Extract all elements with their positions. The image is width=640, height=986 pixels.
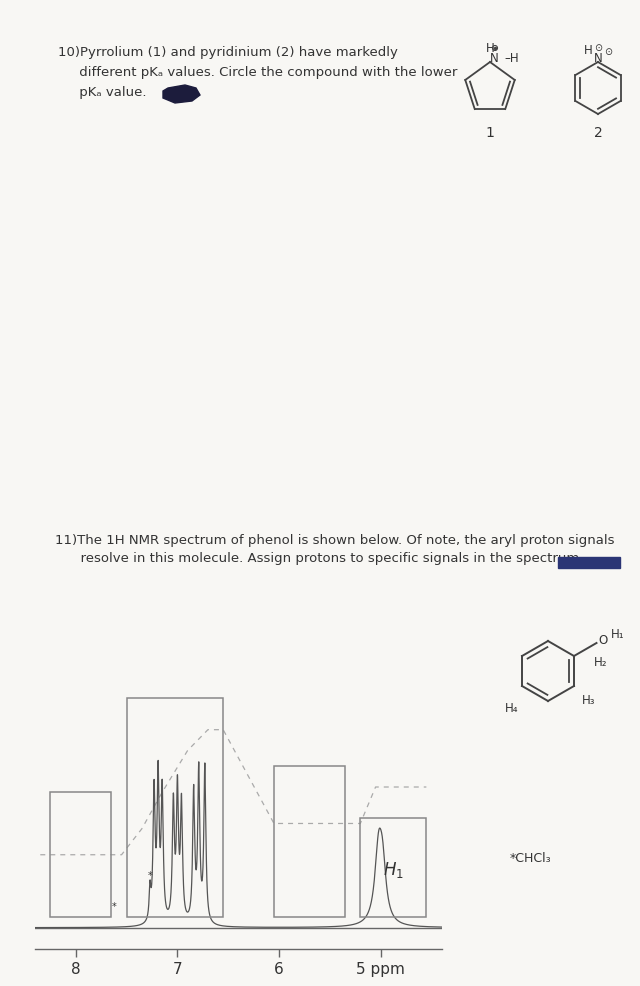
Text: *CHCl₃: *CHCl₃ bbox=[510, 852, 552, 865]
Text: H₃: H₃ bbox=[582, 693, 595, 707]
Text: N: N bbox=[490, 51, 499, 64]
Text: 10)Pyrrolium (1) and pyridinium (2) have markedly: 10)Pyrrolium (1) and pyridinium (2) have… bbox=[58, 46, 398, 59]
Text: 1: 1 bbox=[486, 126, 495, 140]
Text: resolve in this molecule. Assign protons to specific signals in the spectrum.: resolve in this molecule. Assign protons… bbox=[55, 552, 584, 565]
Text: $H_1$: $H_1$ bbox=[383, 861, 404, 880]
Text: H: H bbox=[584, 43, 593, 56]
Text: H: H bbox=[486, 42, 494, 55]
Text: –H: –H bbox=[504, 51, 518, 64]
Text: H₂: H₂ bbox=[594, 656, 607, 669]
Text: *: * bbox=[112, 902, 117, 912]
Polygon shape bbox=[163, 85, 200, 103]
Text: H₁: H₁ bbox=[611, 628, 624, 642]
Bar bbox=[558, 557, 620, 568]
Text: 2: 2 bbox=[594, 126, 602, 140]
Text: ⊙: ⊙ bbox=[594, 43, 602, 53]
Text: *: * bbox=[148, 871, 152, 880]
Text: different pKₐ values. Circle the compound with the lower: different pKₐ values. Circle the compoun… bbox=[58, 66, 458, 79]
Text: H₄: H₄ bbox=[504, 702, 518, 716]
Text: O: O bbox=[598, 635, 608, 648]
Text: 11)The 1H NMR spectrum of phenol is shown below. Of note, the aryl proton signal: 11)The 1H NMR spectrum of phenol is show… bbox=[55, 534, 614, 547]
Text: N: N bbox=[594, 52, 602, 65]
Text: ⊙: ⊙ bbox=[604, 47, 612, 57]
Text: pKₐ value.: pKₐ value. bbox=[58, 86, 147, 99]
